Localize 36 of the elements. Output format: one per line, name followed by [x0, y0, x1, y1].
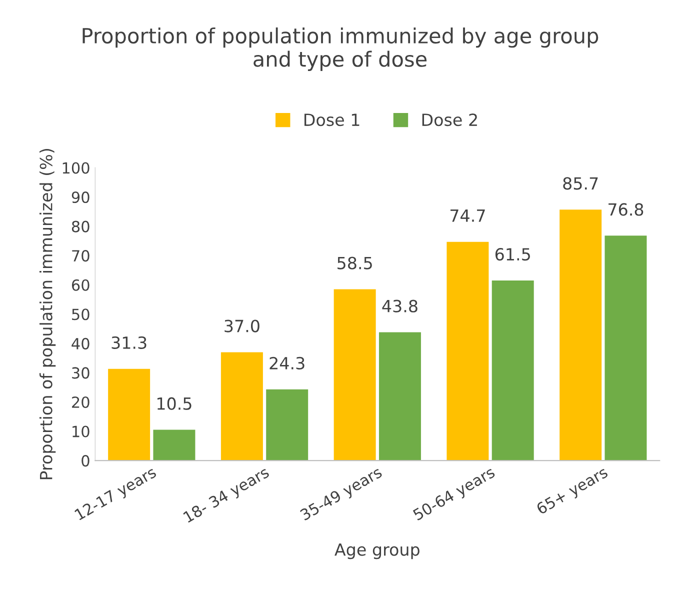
data-label: 37.0 — [224, 320, 260, 332]
data-label: 61.5 — [495, 248, 530, 261]
y-tick-label: 90 — [72, 191, 90, 204]
y-tick-label: 20 — [72, 396, 90, 408]
y-tick-label: 10 — [72, 426, 90, 438]
data-label: 76.8 — [608, 203, 644, 216]
y-tick-label: 80 — [72, 220, 90, 232]
bar — [153, 430, 196, 461]
data-label: 10.5 — [157, 397, 192, 410]
bar — [492, 280, 534, 461]
bar — [604, 236, 647, 461]
bar — [378, 332, 421, 461]
bar — [446, 242, 489, 461]
data-label: 58.5 — [338, 256, 372, 270]
chart-title: Proportion of population immunized by age group and type of dose — [82, 27, 598, 71]
bar — [266, 389, 308, 461]
bar — [220, 352, 263, 461]
bar — [108, 368, 150, 461]
bar — [334, 289, 376, 461]
data-label: 24.3 — [270, 356, 304, 370]
data-label: 43.8 — [382, 300, 418, 312]
legend-label: Dose 2 — [422, 113, 477, 126]
y-tick-label: 0 — [82, 455, 90, 467]
data-label: 74.7 — [450, 210, 485, 222]
legend-label: Dose 1 — [304, 114, 360, 126]
y-tick-label: 50 — [72, 308, 90, 320]
x-axis-title: Age group — [334, 543, 420, 560]
y-tick-label: 100 — [62, 162, 90, 174]
y-tick-label: 60 — [72, 279, 90, 291]
y-axis-title: Proportion of population immunized (%) — [39, 148, 56, 480]
data-label: 31.3 — [112, 336, 146, 350]
y-tick-label: 30 — [72, 367, 90, 379]
y-tick-label: 40 — [72, 338, 90, 350]
y-tick-label: 70 — [72, 250, 90, 262]
bar — [560, 210, 602, 461]
data-label: 85.7 — [563, 177, 598, 190]
